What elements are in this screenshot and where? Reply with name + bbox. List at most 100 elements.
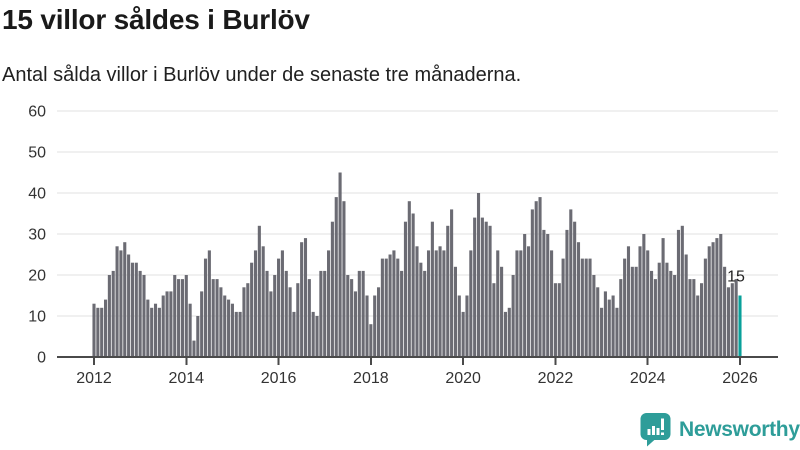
bar <box>507 307 511 357</box>
bar <box>242 287 246 357</box>
bar <box>469 250 473 357</box>
bar <box>257 225 261 357</box>
bar <box>250 262 254 357</box>
bar <box>419 262 423 357</box>
bar <box>327 250 331 357</box>
x-axis-tick-label: 2024 <box>630 370 666 387</box>
bar <box>261 246 265 357</box>
bar <box>146 299 150 357</box>
bar <box>569 209 573 357</box>
bar <box>730 283 734 357</box>
bar <box>511 275 515 357</box>
bar <box>719 234 723 357</box>
bar <box>453 266 457 357</box>
bar <box>165 291 169 357</box>
bar <box>177 279 181 357</box>
bar <box>565 229 569 357</box>
bar <box>227 299 231 357</box>
bar <box>188 303 192 357</box>
bar <box>92 303 96 357</box>
bar <box>203 258 208 357</box>
bar <box>157 307 161 357</box>
bar <box>100 307 104 357</box>
bar <box>353 291 358 357</box>
bar <box>300 242 304 357</box>
bar <box>96 307 100 357</box>
bar <box>288 287 292 357</box>
bar <box>542 229 546 357</box>
bar <box>550 250 554 357</box>
bar <box>711 242 715 357</box>
bar <box>446 225 450 357</box>
bar <box>438 246 442 357</box>
bar <box>496 250 500 357</box>
bar <box>219 287 223 357</box>
x-axis-tick-label: 2012 <box>76 370 112 387</box>
bar <box>500 266 504 357</box>
bar <box>207 250 211 357</box>
bar <box>400 270 404 357</box>
x-axis-tick-label: 2022 <box>538 370 574 387</box>
bar <box>127 254 131 357</box>
bar <box>557 283 561 357</box>
bar <box>369 324 373 357</box>
bar <box>573 221 577 357</box>
bar <box>603 291 607 357</box>
bar <box>173 275 177 357</box>
bar <box>142 275 146 357</box>
bar <box>634 266 638 357</box>
bar <box>238 311 242 357</box>
bar <box>723 266 727 357</box>
bar <box>526 246 531 357</box>
bar <box>580 258 584 357</box>
bar <box>184 275 188 357</box>
bar <box>623 258 627 357</box>
bar <box>530 209 534 357</box>
bar <box>253 250 258 357</box>
bar <box>680 225 684 357</box>
newsworthy-logo-text: Newsworthy <box>679 417 800 441</box>
bar <box>665 262 669 357</box>
bar <box>430 221 434 357</box>
bar <box>273 275 277 357</box>
bar <box>346 275 350 357</box>
bar <box>650 270 654 357</box>
bar <box>476 193 481 357</box>
bar <box>373 295 377 357</box>
bar <box>692 279 696 357</box>
bar <box>411 213 415 357</box>
bar <box>546 234 550 357</box>
bar <box>107 275 111 357</box>
bar <box>553 283 557 357</box>
bar <box>380 258 384 357</box>
bar <box>630 266 634 357</box>
bar <box>688 279 692 357</box>
bar <box>392 250 396 357</box>
bar <box>519 250 523 357</box>
bar <box>215 279 219 357</box>
bar <box>350 279 354 357</box>
bar <box>407 201 411 357</box>
y-axis-tick-label: 40 <box>28 186 46 203</box>
bar <box>534 201 538 357</box>
y-axis-tick-label: 10 <box>28 309 46 326</box>
bar <box>696 295 700 357</box>
bar <box>311 311 315 357</box>
bar <box>734 279 738 357</box>
bar <box>361 270 365 357</box>
x-axis-tick-label: 2014 <box>168 370 204 387</box>
x-axis-tick-label: 2026 <box>722 370 758 387</box>
bar <box>715 238 719 357</box>
bar <box>130 262 134 357</box>
bar <box>153 303 158 357</box>
x-axis-tick-label: 2018 <box>353 370 389 387</box>
bar <box>192 340 196 357</box>
newsworthy-logo[interactable]: Newsworthy <box>640 412 800 447</box>
bar <box>611 295 615 357</box>
bar <box>307 279 311 357</box>
bar <box>357 270 361 357</box>
bar <box>296 283 300 357</box>
y-axis-tick-label: 30 <box>28 227 46 244</box>
bar <box>265 270 269 357</box>
bar <box>334 197 338 357</box>
